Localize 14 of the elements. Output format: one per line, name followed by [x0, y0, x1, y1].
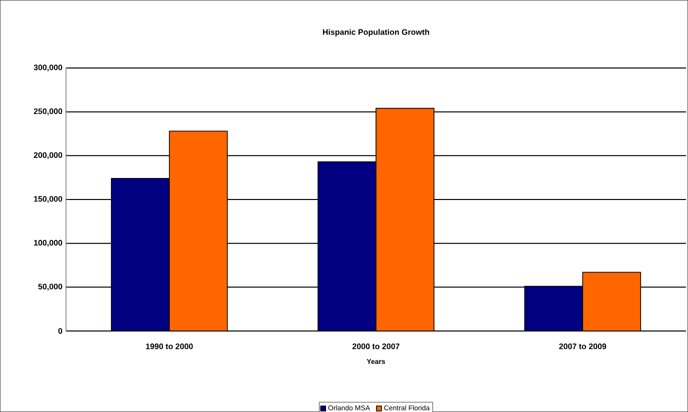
bar [110, 178, 170, 331]
y-tick-label: 200,000 [34, 152, 62, 160]
y-tick-label: 0 [58, 328, 62, 334]
y-tick-label: 250,000 [34, 108, 62, 116]
chart-title: Hispanic Population Growth [322, 29, 430, 36]
bar [524, 286, 584, 331]
y-tick-label: 100,000 [34, 240, 62, 247]
y-tick-label: 300,000 [34, 64, 62, 72]
y-tick-label: 50,000 [38, 284, 62, 291]
x-tick-label: 1990 to 2000 [146, 344, 193, 350]
bar [318, 161, 376, 331]
y-tick-label: 150,000 [34, 196, 62, 203]
x-tick-label: 2000 to 2007 [352, 344, 400, 350]
x-tick-label: 2007 to 2009 [559, 344, 606, 350]
